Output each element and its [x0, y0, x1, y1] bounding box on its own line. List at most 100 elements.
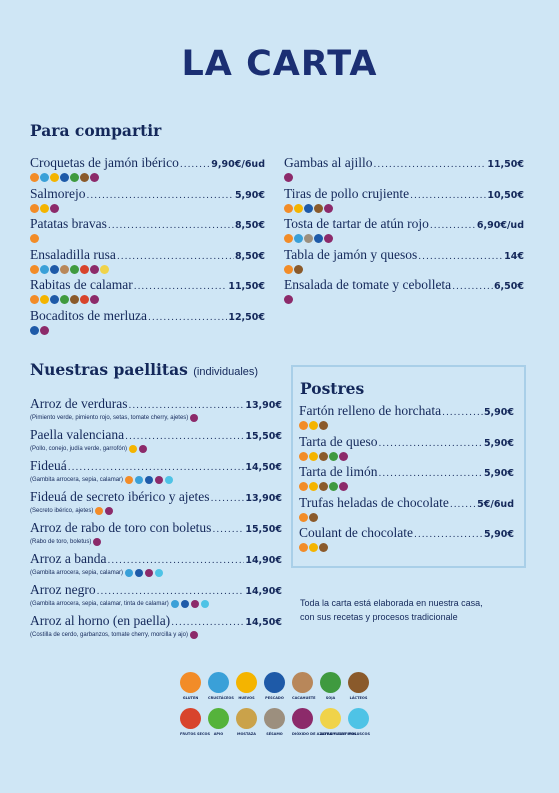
legend-item: ALTRAMUCES	[320, 708, 346, 744]
cacahuete-icon	[60, 264, 69, 274]
dot-leader	[379, 437, 483, 451]
legend-item: PESCADO	[264, 672, 285, 708]
section-title-compartir: Para compartir	[30, 121, 162, 140]
huevos-icon	[309, 482, 318, 491]
menu-item-description: (Pimiento verde, pimiento rojo, setas, t…	[30, 414, 282, 422]
pescado-icon	[30, 325, 39, 335]
moluscos-icon	[155, 569, 164, 577]
menu-item-line: Arroz a banda 14,90€	[30, 552, 282, 568]
lacteos-icon	[319, 482, 328, 491]
paellitas-title: Nuestras paellitas	[30, 360, 188, 379]
menu-item: Fideuá 14,50€ (Gambita arrocera, sepia, ca…	[30, 459, 282, 490]
menu-item: Arroz de rabo de toro con boletus 15,50€ (…	[30, 521, 282, 552]
sulfitos-icon	[284, 173, 293, 182]
lacteos-icon	[319, 421, 328, 430]
dot-leader	[442, 406, 483, 420]
sulfitos-icon	[145, 569, 154, 577]
gluten-icon	[284, 264, 293, 274]
pescado-icon	[180, 600, 189, 608]
legend-row-2: FRUTOS SECOS APIO MOSTAZA SÉSAMO DIÓXIDO DE …	[180, 708, 370, 744]
menu-item-name: Ensaladilla rusa	[30, 246, 116, 262]
legend-label: GLUTEN	[182, 696, 199, 700]
menu-item: Gambas al ajillo 11,50€	[284, 156, 524, 187]
dot-leader	[97, 585, 245, 599]
soja-icon	[70, 264, 79, 274]
legend-label: DIÓXIDO DE AZUFRE Y SULFITOS	[292, 732, 357, 736]
menu-item-price: 8,50€	[234, 250, 265, 262]
description-text: (Gambita arrocera, sepia, calamar, tinta…	[30, 601, 169, 607]
sesamo-icon	[264, 708, 285, 729]
gluten-icon	[30, 173, 39, 182]
description-text: (Gambita arrocera, sepia, calamar)	[30, 570, 124, 576]
menu-item-name: Arroz al horno (en paella)	[30, 613, 171, 628]
menu-item-name: Bocaditos de merluza	[30, 307, 147, 323]
dot-leader	[128, 399, 244, 413]
menu-item-name: Fideuá	[30, 458, 67, 473]
lacteos-icon	[319, 543, 328, 552]
sulfitos-icon	[90, 173, 99, 182]
menu-item: Coulant de chocolate 5,90€	[299, 526, 514, 557]
legend-item: CRUSTÁCEOS	[208, 672, 234, 708]
page-title: LA CARTA	[181, 44, 378, 84]
menu-item-description: (Gambita arrocera, sepia, calamar)	[30, 569, 282, 577]
dot-leader	[180, 158, 210, 172]
menu-item-description: (Rabo de toro, boletus)	[30, 538, 282, 546]
menu-item-description: (Costilla de cerdo, garbanzos, tomate ch…	[30, 631, 282, 639]
sulfitos-icon	[339, 482, 348, 491]
mostaza-icon	[236, 708, 257, 729]
dot-leader	[410, 189, 486, 203]
dot-leader	[68, 461, 245, 475]
allergen-icons	[30, 264, 265, 274]
allergen-icons	[284, 203, 524, 213]
menu-item: Trufas heladas de chocolate 5€/6ud	[299, 495, 514, 527]
huevos-icon	[50, 173, 59, 182]
legend-item: CACAHUETE	[292, 672, 316, 708]
allergen-icons	[30, 203, 265, 213]
menu-item: Fartón relleno de horchata 5,90€	[299, 404, 514, 435]
legend-item: HUEVOS	[236, 672, 257, 708]
menu-item: Salmorejo 5,90€	[30, 186, 265, 218]
huevos-icon	[309, 543, 318, 552]
gluten-icon	[299, 421, 308, 430]
menu-item-name: Tarta de queso	[299, 433, 378, 449]
menu-item: Paella valenciana 15,50€ (Pollo, conejo, j…	[30, 428, 282, 459]
pescado-icon	[145, 476, 154, 484]
cacahuete-icon	[292, 672, 313, 693]
menu-item-name: Arroz negro	[30, 582, 96, 597]
menu-item: Rabitas de calamar 11,50€	[30, 278, 265, 309]
menu-item-name: Arroz a banda	[30, 551, 107, 566]
dot-leader	[418, 250, 503, 264]
gluten-icon	[95, 507, 104, 515]
legend-label: ALTRAMUCES	[320, 732, 346, 736]
gluten-icon	[299, 543, 308, 552]
legend-label: LÁCTEOS	[349, 696, 368, 700]
menu-item-line: Fideuá 14,50€	[30, 459, 282, 475]
dot-leader	[450, 498, 476, 512]
sulfitos-icon	[190, 600, 199, 608]
dot-leader	[107, 554, 244, 568]
menu-item-price: 5,90€	[483, 407, 514, 418]
pescado-icon	[314, 234, 323, 243]
menu-item-price: 5€/6ud	[477, 498, 514, 510]
menu-item-line: Coulant de chocolate 5,90€	[299, 526, 514, 542]
crustaceos-icon	[40, 264, 49, 274]
moluscos-icon	[165, 476, 174, 484]
menu-item-price: 5,90€	[483, 529, 514, 540]
menu-item: Arroz al horno (en paella) 14,50€ (Costill…	[30, 614, 282, 645]
compartir-right-column: Gambas al ajillo 11,50€ Tiras de pollo cru…	[284, 156, 524, 309]
huevos-icon	[294, 203, 303, 213]
description-text: (Secreto ibérico, ajetes)	[30, 508, 94, 514]
menu-item-line: Paella valenciana 15,50€	[30, 428, 282, 444]
allergen-icons	[30, 325, 265, 335]
huevos-icon	[40, 295, 49, 304]
legend-item: SÉSAMO	[264, 708, 285, 744]
huevos-icon	[309, 451, 318, 461]
sulfitos-icon	[155, 476, 164, 484]
menu-item-line: Bocaditos de merluza 12,50€	[30, 307, 265, 325]
menu-item-line: Tabla de jamón y quesos 14€	[284, 247, 524, 264]
lacteos-icon	[70, 295, 79, 304]
paellitas-list: Arroz de verduras 13,90€ (Pimiento verde, …	[30, 397, 282, 645]
crustaceos-icon	[40, 173, 49, 182]
huevos-icon	[129, 445, 138, 453]
menu-item-name: Arroz de rabo de toro con boletus	[30, 520, 212, 535]
